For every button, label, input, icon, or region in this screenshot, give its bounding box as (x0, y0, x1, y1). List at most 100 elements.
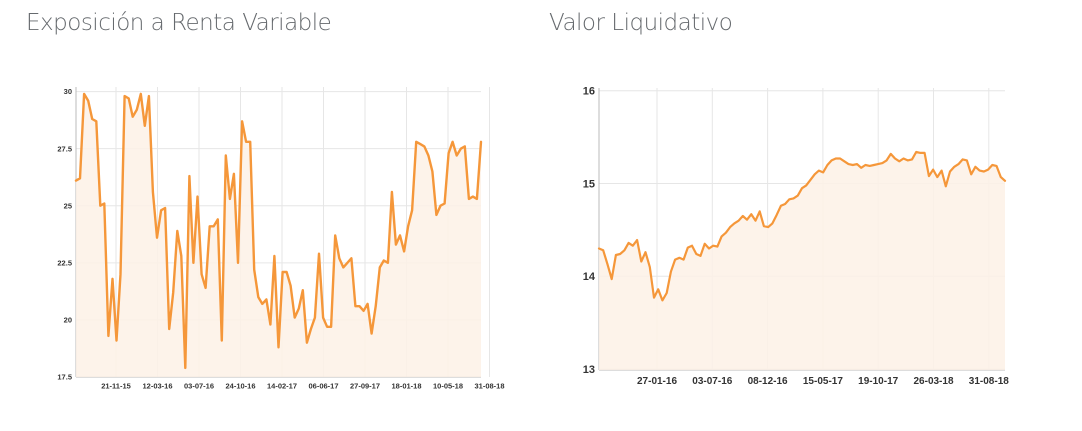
data-point (759, 210, 761, 212)
data-point (974, 166, 976, 168)
chart-renta-variable: 17.5 20 22.5 25 27.5 30 21-11-15 12-03-16 03-07-… (57, 87, 505, 391)
data-point (903, 158, 905, 160)
x-tick-label: 31-08-18 (474, 382, 504, 391)
data-point (856, 163, 858, 165)
data-point (953, 166, 955, 168)
y-tick-label: 17.5 (57, 373, 72, 382)
data-point (721, 235, 723, 237)
data-point (695, 253, 697, 255)
data-point (810, 179, 812, 181)
data-point (864, 164, 866, 166)
data-point (750, 213, 752, 215)
data-point (628, 242, 630, 244)
chart-title-valor-liquidativo: Valor Liquidativo (549, 10, 733, 36)
chart-title-renta-variable: Exposición a Renta Variable (26, 10, 332, 36)
data-point (852, 164, 854, 166)
data-point (611, 278, 613, 280)
y-tick-label: 16 (583, 86, 595, 98)
data-point (991, 164, 993, 166)
data-point (691, 245, 693, 247)
data-point (843, 160, 845, 162)
x-tick-label: 31-08-18 (969, 376, 1009, 387)
data-point (683, 259, 685, 261)
x-tick-label: 03-07-16 (692, 376, 732, 387)
data-point (784, 203, 786, 205)
data-point (746, 219, 748, 221)
data-point (725, 232, 727, 234)
data-point (979, 170, 981, 172)
data-point (615, 254, 617, 256)
series-line (74, 92, 483, 370)
data-point (602, 249, 604, 251)
data-point (945, 185, 947, 187)
data-point (793, 197, 795, 199)
data-point (835, 158, 837, 160)
data-point (970, 173, 972, 175)
data-point (776, 214, 778, 216)
data-point (873, 164, 875, 166)
data-point (932, 169, 934, 171)
x-tick-label: 06-06-17 (308, 382, 338, 391)
data-point (928, 175, 930, 177)
data-point (915, 151, 917, 153)
data-point (958, 163, 960, 165)
data-point (886, 159, 888, 161)
data-point (755, 220, 757, 222)
data-point (1000, 176, 1002, 178)
x-tick-label: 14-02-17 (267, 382, 297, 391)
data-point (733, 222, 735, 224)
data-point (742, 215, 744, 217)
data-point (670, 271, 672, 273)
y-tick-label: 15 (583, 178, 595, 190)
data-point (607, 263, 609, 265)
data-point (911, 158, 913, 160)
data-point (700, 255, 702, 257)
data-point (822, 171, 824, 173)
x-tick-label: 03-07-16 (184, 382, 214, 391)
data-point (881, 162, 883, 164)
data-point (653, 297, 655, 299)
series-area (599, 152, 1005, 370)
data-point (657, 288, 659, 290)
data-point (716, 246, 718, 248)
x-tick-label: 27-01-16 (637, 376, 677, 387)
data-point (598, 248, 600, 250)
data-point (962, 158, 964, 160)
data-point (818, 170, 820, 172)
data-point (907, 159, 909, 161)
data-point (678, 257, 680, 259)
data-point (869, 165, 871, 167)
x-tick-label: 10-05-18 (433, 382, 463, 391)
data-point (788, 198, 790, 200)
data-point (636, 239, 638, 241)
data-point (738, 220, 740, 222)
data-point (645, 251, 647, 253)
data-point (771, 222, 773, 224)
x-tick-label: 27-09-17 (350, 382, 380, 391)
data-point (949, 171, 951, 173)
x-tick-label: 26-03-18 (913, 376, 953, 387)
data-point (894, 158, 896, 160)
data-point (983, 171, 985, 173)
data-point (767, 226, 769, 228)
data-point (704, 243, 706, 245)
data-point (848, 163, 850, 165)
data-point (924, 152, 926, 154)
data-point (763, 225, 765, 227)
y-tick-label: 25 (64, 201, 72, 210)
series-line (597, 150, 1007, 302)
data-point (860, 167, 862, 169)
data-point (632, 245, 634, 247)
data-point (623, 249, 625, 251)
x-tick-label: 08-12-16 (748, 376, 788, 387)
data-point (1004, 180, 1006, 182)
series-area (76, 93, 481, 378)
x-tick-label: 21-11-15 (101, 382, 131, 391)
data-point (649, 266, 651, 268)
data-point (987, 169, 989, 171)
data-point (708, 248, 710, 250)
data-point (661, 299, 663, 301)
x-tick-label: 18-01-18 (391, 382, 421, 391)
data-point (898, 160, 900, 162)
